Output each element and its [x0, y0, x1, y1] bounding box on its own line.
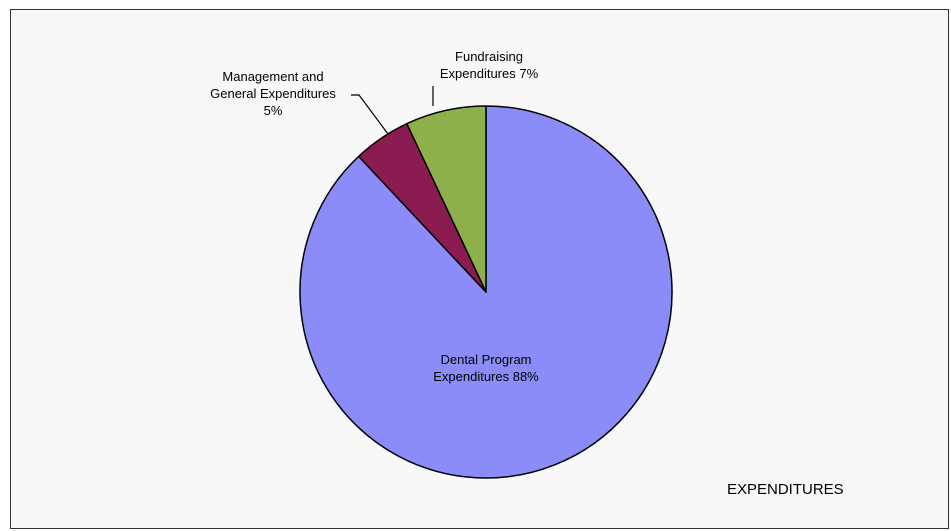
slice-label-line: Expenditures 88%	[433, 369, 539, 384]
leader-lines	[351, 86, 434, 135]
chart-title: EXPENDITURES	[727, 481, 844, 498]
pie-chart: Dental Program Expenditures 88% Management…	[210, 49, 673, 479]
slice-label-line: General Expenditures	[210, 86, 336, 101]
pie-slices	[299, 105, 673, 479]
slice-label-line: Management and	[222, 69, 323, 84]
leader-line-2	[351, 94, 389, 135]
slice-label-1: Dental Program Expenditures 88%	[433, 352, 539, 384]
slice-label-3: Fundraising Expenditures 7%	[440, 49, 539, 81]
chart-frame: Dental Program Expenditures 88% Management…	[10, 9, 949, 529]
pie-slice-3	[406, 105, 487, 293]
slice-label-line: Dental Program	[440, 352, 531, 367]
slice-labels: Dental Program Expenditures 88% Management…	[210, 49, 539, 384]
slice-label-2: Management and General Expenditures 5%	[210, 69, 336, 118]
slice-label-line: 5%	[264, 103, 283, 118]
slice-label-line: Expenditures 7%	[440, 66, 539, 81]
slice-label-line: Fundraising	[455, 49, 523, 64]
